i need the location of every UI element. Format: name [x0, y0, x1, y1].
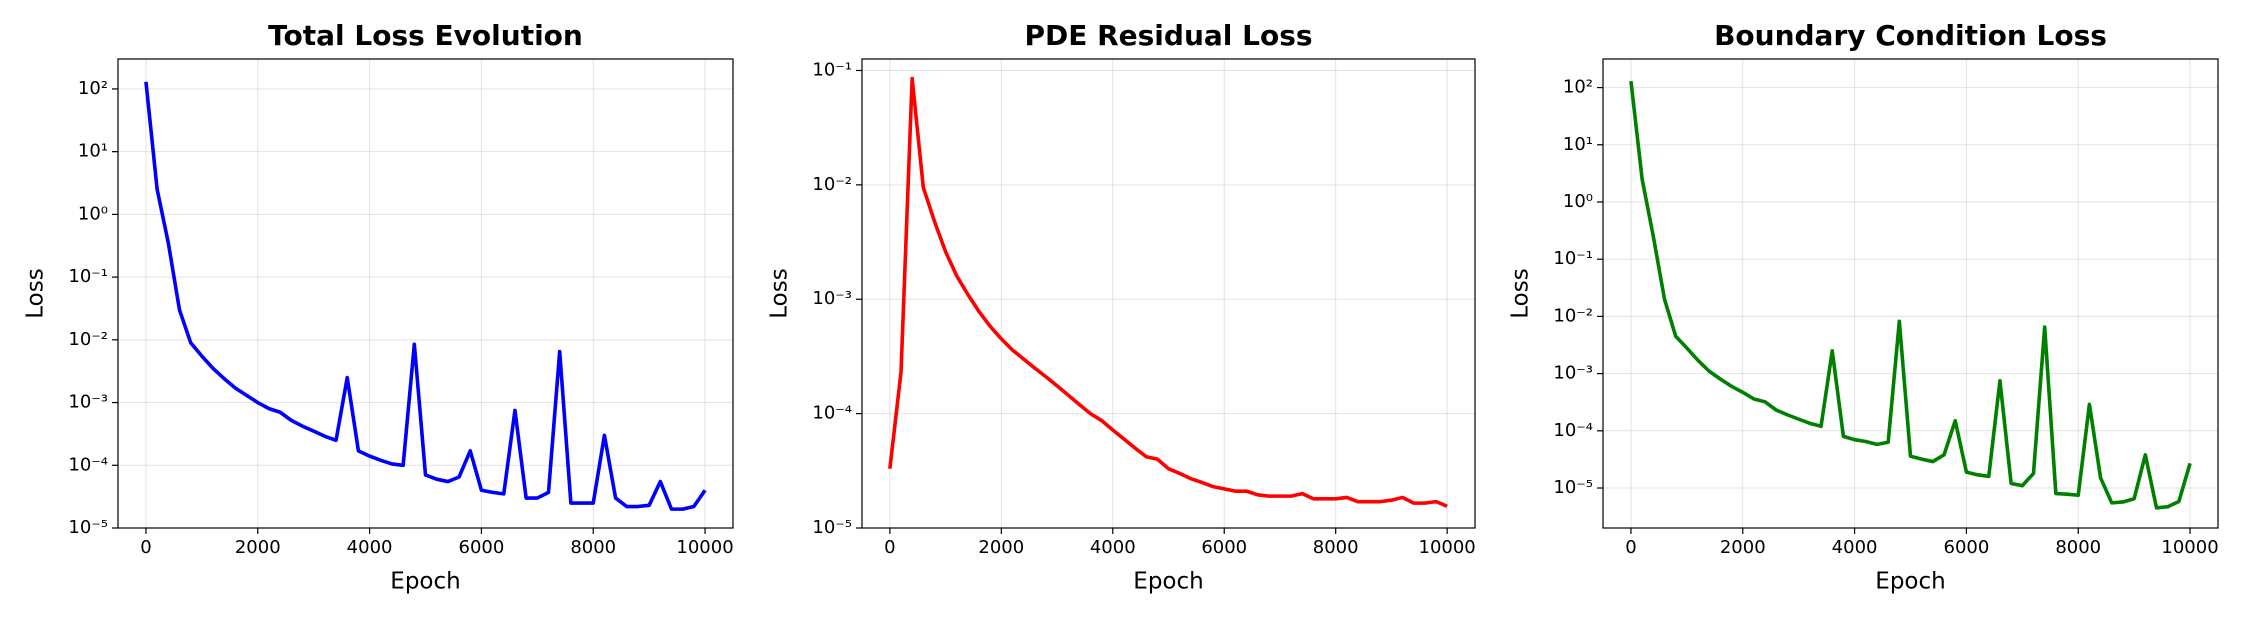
x-tick-label: 6000 [459, 537, 505, 558]
chart-title: Boundary Condition Loss [1714, 19, 2107, 52]
y-tick-label: 10⁻⁴ [68, 454, 108, 475]
chart: 0 2000 4000 6000 8000 10000 10⁻⁵ 10⁻⁴ 10⁻³ 10⁻² 10… [1508, 19, 2219, 595]
y-tick-label: 10⁻² [1553, 305, 1593, 326]
plot-frame [1602, 58, 2219, 529]
y-tick-label: 10⁻³ [812, 288, 852, 309]
y-tick-label: 10⁰ [78, 203, 108, 224]
y-tick-label: 10⁻¹ [1553, 248, 1593, 269]
chart-title: PDE Residual Loss [1024, 19, 1312, 52]
loss-line [144, 81, 707, 511]
plot-frame [117, 58, 734, 529]
x-tick-label: 2000 [978, 537, 1024, 558]
chart: 0 2000 4000 6000 8000 10000 10⁻⁵ 10⁻⁴ 10⁻³ 10⁻² 10… [23, 19, 734, 595]
x-tick-label: 4000 [1090, 537, 1136, 558]
y-tick-label: 10⁻⁴ [812, 403, 852, 424]
plot-frame [861, 58, 1476, 529]
x-tick-label: 0 [140, 537, 151, 558]
y-tick-label: 10² [78, 78, 108, 99]
x-tick-label: 6000 [1944, 537, 1990, 558]
x-tick-label: 4000 [347, 537, 393, 558]
x-tick-label: 10000 [2161, 537, 2218, 558]
x-axis-label: Epoch [1875, 569, 1945, 595]
x-tick-label: 0 [884, 537, 895, 558]
x-tick-label: 8000 [570, 537, 616, 558]
chart: 0 2000 4000 6000 8000 10000 10⁻⁵ 10⁻⁴ 10⁻³ 10⁻² 10… [767, 19, 1476, 595]
x-tick-label: 6000 [1201, 537, 1247, 558]
y-axis-label: Loss [1508, 268, 1534, 318]
x-tick-label: 8000 [1313, 537, 1359, 558]
y-tick-label: 10⁻² [812, 174, 852, 195]
y-tick-label: 10⁻¹ [812, 59, 852, 80]
x-tick-label: 8000 [2055, 537, 2101, 558]
x-tick-label: 10000 [676, 537, 733, 558]
x-tick-label: 0 [1625, 537, 1636, 558]
chart-title: Total Loss Evolution [268, 19, 583, 52]
y-tick-label: 10⁰ [1563, 191, 1593, 212]
loss-line [888, 76, 1448, 508]
x-axis-label: Epoch [1133, 569, 1203, 595]
y-axis-label: Loss [767, 268, 793, 318]
x-axis-label: Epoch [390, 569, 460, 595]
y-tick-label: 10⁻⁴ [1553, 420, 1593, 441]
y-tick-label: 10⁻² [68, 329, 108, 350]
y-tick-label: 10² [1563, 77, 1593, 98]
y-tick-label: 10⁻¹ [68, 266, 108, 287]
y-tick-label: 10¹ [1563, 134, 1593, 155]
loss-line [1629, 80, 2192, 510]
x-tick-label: 4000 [1832, 537, 1878, 558]
y-tick-label: 10⁻³ [68, 392, 108, 413]
y-tick-label: 10⁻³ [1553, 363, 1593, 384]
x-tick-label: 2000 [235, 537, 281, 558]
x-tick-label: 2000 [1720, 537, 1766, 558]
y-tick-label: 10⁻⁵ [68, 517, 108, 538]
y-axis-label: Loss [23, 268, 49, 318]
y-tick-label: 10⁻⁵ [1553, 477, 1593, 498]
x-tick-label: 10000 [1419, 537, 1476, 558]
y-tick-label: 10⁻⁵ [812, 517, 852, 538]
y-tick-label: 10¹ [78, 141, 108, 162]
